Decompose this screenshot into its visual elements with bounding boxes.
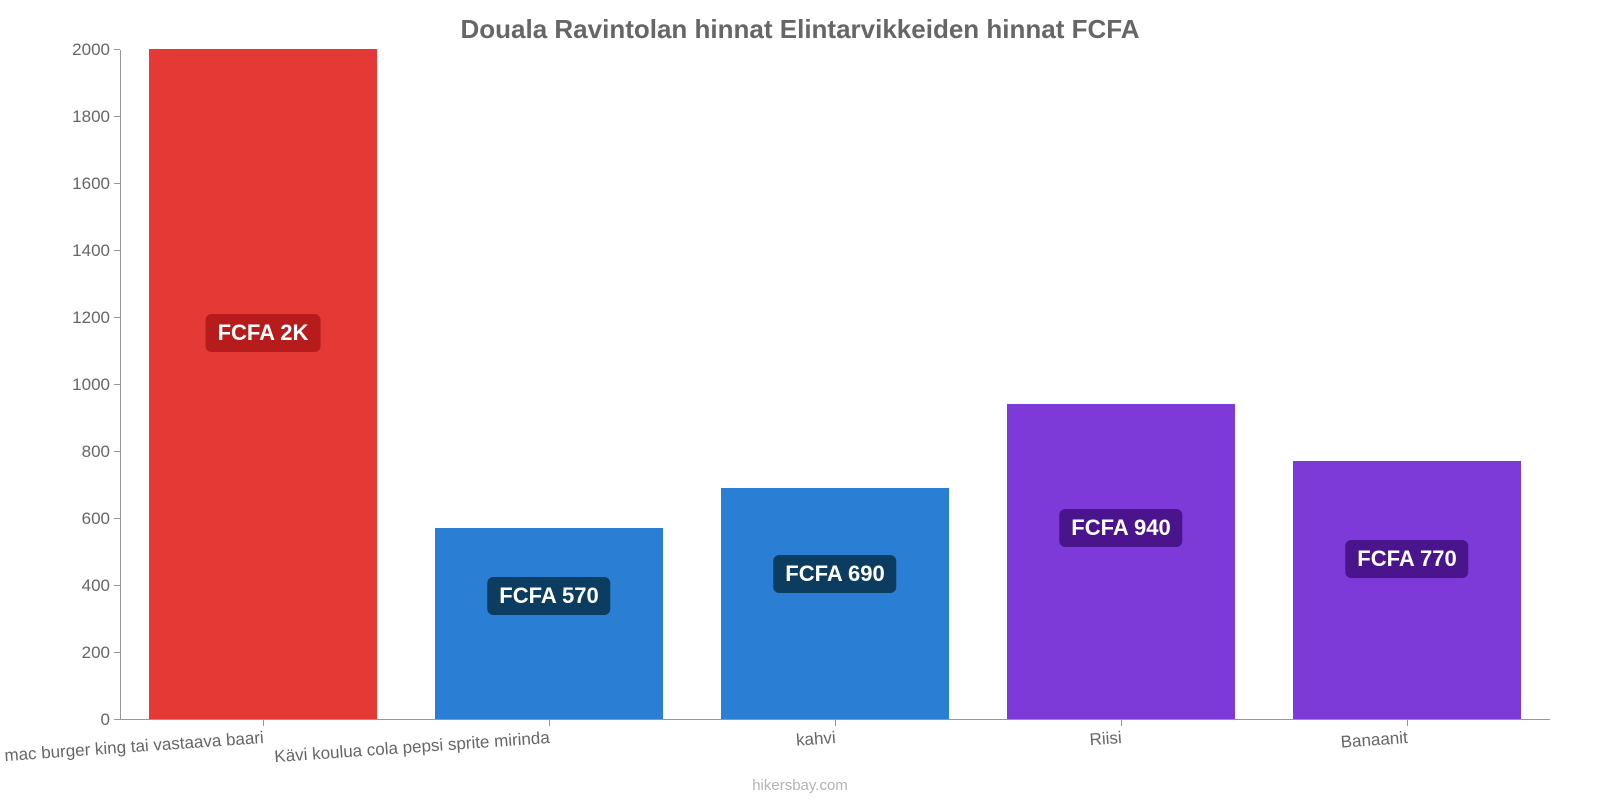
y-tick-label: 0	[101, 710, 120, 730]
y-tick-mark	[114, 518, 120, 519]
y-tick-mark	[114, 49, 120, 50]
bar-value-label: FCFA 2K	[206, 314, 321, 352]
y-tick-label: 600	[82, 509, 120, 529]
bar	[1293, 461, 1522, 719]
y-tick-label: 1400	[72, 241, 120, 261]
y-tick-mark	[114, 116, 120, 117]
x-tick-mark	[835, 720, 836, 726]
bar-value-label: FCFA 690	[773, 555, 896, 593]
y-tick-mark	[114, 183, 120, 184]
bar	[721, 488, 950, 719]
bar	[435, 528, 664, 719]
y-tick-mark	[114, 585, 120, 586]
x-category-label: Riisi	[1089, 728, 1122, 750]
y-tick-mark	[114, 652, 120, 653]
y-tick-mark	[114, 384, 120, 385]
bar-value-label: FCFA 570	[487, 577, 610, 615]
x-tick-mark	[1121, 720, 1122, 726]
bar	[149, 49, 378, 719]
x-tick-mark	[1407, 720, 1408, 726]
y-tick-mark	[114, 250, 120, 251]
y-tick-label: 400	[82, 576, 120, 596]
y-tick-label: 2000	[72, 40, 120, 60]
x-category-label: Banaanit	[1340, 728, 1408, 753]
price-bar-chart: Douala Ravintolan hinnat Elintarvikkeide…	[0, 0, 1600, 800]
plot-area: 0200400600800100012001400160018002000FCF…	[120, 50, 1550, 720]
x-tick-mark	[549, 720, 550, 726]
x-tick-mark	[263, 720, 264, 726]
y-tick-mark	[114, 719, 120, 720]
bar-value-label: FCFA 940	[1059, 509, 1182, 547]
x-category-label: Kävi koulua cola pepsi sprite mirinda	[274, 728, 551, 767]
chart-title: Douala Ravintolan hinnat Elintarvikkeide…	[0, 14, 1600, 45]
x-category-label: mac burger king tai vastaava baari	[4, 728, 265, 766]
y-axis-line	[120, 50, 121, 720]
y-tick-mark	[114, 317, 120, 318]
y-tick-label: 800	[82, 442, 120, 462]
bar	[1007, 404, 1236, 719]
y-tick-label: 1600	[72, 174, 120, 194]
attribution-text: hikersbay.com	[0, 777, 1600, 794]
y-tick-label: 1800	[72, 107, 120, 127]
y-tick-label: 200	[82, 643, 120, 663]
bar-value-label: FCFA 770	[1345, 540, 1468, 578]
y-tick-label: 1000	[72, 375, 120, 395]
x-category-label: kahvi	[795, 728, 836, 751]
y-tick-mark	[114, 451, 120, 452]
y-tick-label: 1200	[72, 308, 120, 328]
